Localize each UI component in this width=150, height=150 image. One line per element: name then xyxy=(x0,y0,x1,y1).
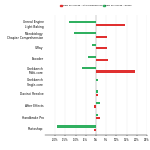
Bar xyxy=(74,32,96,34)
Bar xyxy=(69,21,96,23)
Bar xyxy=(96,36,107,38)
Bar xyxy=(96,47,107,49)
Bar xyxy=(96,24,124,26)
Bar xyxy=(96,102,100,104)
Bar xyxy=(94,105,96,108)
Bar xyxy=(96,117,100,119)
Bar xyxy=(92,44,96,46)
Bar xyxy=(94,129,96,131)
Bar xyxy=(96,59,108,61)
Legend: New Microcode - Intel Performance, New Microcode - Ryzen: New Microcode - Intel Performance, New M… xyxy=(59,4,133,7)
Bar xyxy=(57,125,96,128)
Bar xyxy=(96,94,98,96)
Bar xyxy=(96,70,135,73)
Bar xyxy=(88,56,96,58)
Bar xyxy=(96,90,98,93)
Bar xyxy=(96,114,98,116)
Bar xyxy=(96,79,98,81)
Bar xyxy=(82,67,96,69)
